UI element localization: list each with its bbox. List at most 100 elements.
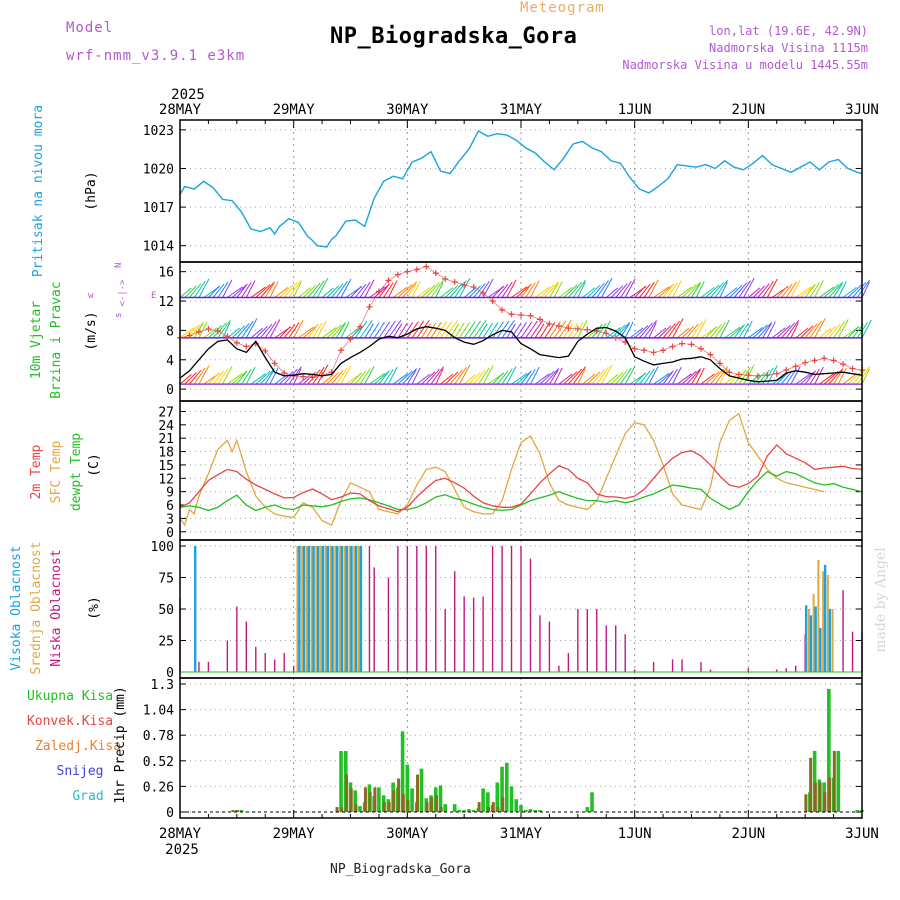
wind-barb <box>776 372 788 385</box>
wind-barb <box>179 374 192 385</box>
wind-gust-line <box>179 266 863 378</box>
wind-barb <box>738 366 751 385</box>
wind-barb <box>643 368 655 385</box>
wind-barb <box>458 364 471 385</box>
wind-barb <box>335 367 348 385</box>
wind-barb <box>539 322 550 339</box>
wind-barb <box>293 281 302 298</box>
precip-total-bar <box>467 809 471 812</box>
wind-barb <box>444 371 459 385</box>
wind-barb <box>525 320 538 339</box>
wind-barb <box>828 281 844 298</box>
wind-barb <box>861 368 870 385</box>
wind-barb <box>833 321 845 339</box>
wind-barb <box>440 287 454 298</box>
wind-barb <box>340 278 352 298</box>
wind-barb <box>369 372 386 385</box>
wind-barb <box>326 372 339 385</box>
wind-barb <box>634 372 646 385</box>
wind-barb <box>558 319 572 339</box>
wind-barb <box>748 327 763 339</box>
wind-barb <box>198 321 208 339</box>
wind-barb <box>790 322 799 339</box>
y-tick-label: 6 <box>166 499 174 514</box>
wind-barb <box>676 327 690 339</box>
wind-barb <box>861 319 872 339</box>
precip-conv-bar <box>832 750 836 812</box>
wind-barb <box>288 322 300 339</box>
wind-barb <box>421 323 431 339</box>
wind-barb <box>809 282 820 298</box>
y-tick-label: 1020 <box>143 162 174 177</box>
wind-barb <box>425 322 437 339</box>
precip-conv-bar <box>813 782 817 812</box>
wind-barb <box>525 282 536 298</box>
wind-barb <box>468 320 482 339</box>
wind-barb <box>695 281 705 298</box>
wind-barb <box>819 286 834 298</box>
wind-barb <box>738 280 751 298</box>
wind-barb <box>477 323 488 339</box>
wind-barb <box>515 283 532 298</box>
x-tick-label-bottom: 1JUN <box>618 826 652 842</box>
wind-barb <box>639 322 653 339</box>
x-tick-label-bottom: 28MAY <box>159 826 202 842</box>
wind-barb <box>582 287 596 298</box>
wind-barb <box>321 327 337 339</box>
precip-conv-bar <box>416 774 420 812</box>
y-tick-label: 0 <box>166 666 174 681</box>
wind-barb <box>572 366 586 385</box>
wind-barb <box>752 285 766 298</box>
precip-total-bar <box>827 688 831 812</box>
wind-barb <box>819 373 834 385</box>
wind-barb <box>686 281 702 298</box>
wind-barb <box>350 372 362 385</box>
wind-barb <box>496 283 509 298</box>
wind-barb <box>719 368 728 385</box>
wind-barb <box>468 372 481 385</box>
temperature-dewpt-line <box>179 470 863 512</box>
precip-total-bar <box>538 810 542 812</box>
wind-barb <box>492 321 504 339</box>
coordinates: lon,lat (19.6E, 42.9N) <box>709 24 868 38</box>
wind-barb <box>179 287 192 298</box>
precip-total-bar <box>481 788 485 812</box>
wind-barb <box>634 285 646 298</box>
wind-barb <box>473 319 487 339</box>
precip-legend-item: Grad <box>72 789 103 804</box>
wind-barb <box>629 327 644 339</box>
wind-barb <box>482 365 494 385</box>
wind-barb <box>567 322 579 339</box>
wind-barb <box>729 285 743 298</box>
precip-total-bar <box>410 788 414 812</box>
wind-barb <box>705 326 717 339</box>
y-tick-label: 1017 <box>143 201 174 216</box>
x-year-bottom: 2025 <box>165 842 199 858</box>
pressure-ylabel: (hPa) <box>84 171 99 210</box>
precip-conv-bar <box>439 807 443 812</box>
precip-conv-bar <box>430 797 434 812</box>
wind-barb <box>819 327 832 339</box>
wind-barb <box>719 281 728 298</box>
wind-barb <box>795 327 809 339</box>
y-tick-label: 9 <box>166 486 174 501</box>
precip-conv-bar <box>823 792 827 812</box>
wind-barb <box>691 321 703 339</box>
wind-barb <box>459 322 471 339</box>
wind-barb <box>695 367 705 385</box>
wind-barb <box>672 280 682 298</box>
wind-barb <box>729 324 746 339</box>
wind-barb <box>255 370 271 385</box>
wind-barb <box>236 323 250 339</box>
wind-barb <box>605 287 619 298</box>
wind-barb <box>634 324 649 339</box>
wind-barb <box>714 366 729 385</box>
wind-barb <box>345 327 360 339</box>
precip-conv-bar <box>387 802 391 812</box>
wind-barb <box>250 286 266 298</box>
wind-barb <box>241 282 252 298</box>
wind-barb <box>231 283 248 298</box>
wind-barb <box>856 366 871 385</box>
precip-conv-bar <box>345 774 348 812</box>
wind-barb <box>724 326 741 339</box>
